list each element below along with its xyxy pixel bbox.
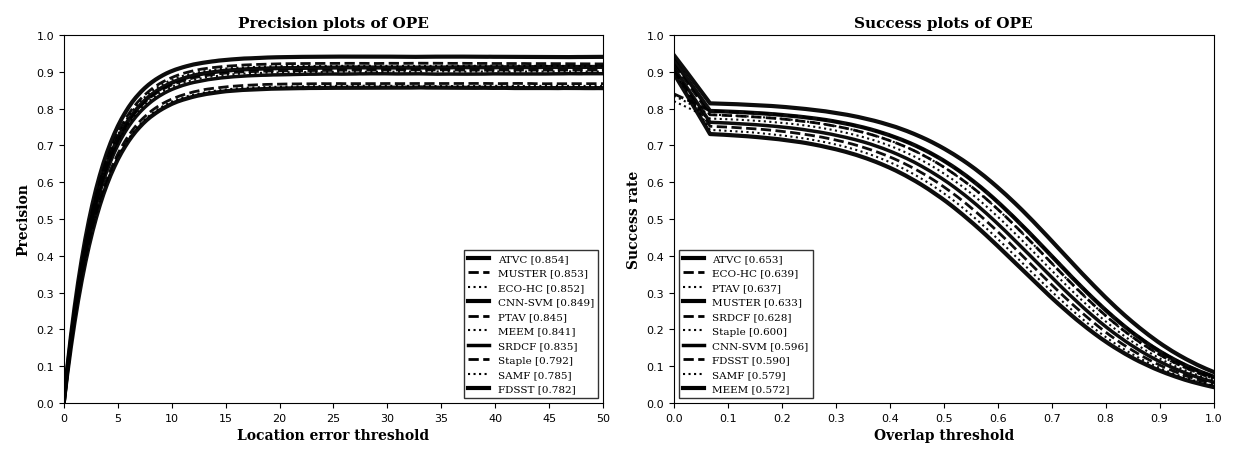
Title: Success plots of OPE: Success plots of OPE <box>855 17 1033 31</box>
Legend: ATVC [0.653], ECO-HC [0.639], PTAV [0.637], MUSTER [0.633], SRDCF [0.628], Stapl: ATVC [0.653], ECO-HC [0.639], PTAV [0.63… <box>679 250 813 398</box>
X-axis label: Location error threshold: Location error threshold <box>238 428 430 442</box>
Y-axis label: Precision: Precision <box>16 183 31 256</box>
Title: Precision plots of OPE: Precision plots of OPE <box>238 17 429 31</box>
Legend: ATVC [0.854], MUSTER [0.853], ECO-HC [0.852], CNN-SVM [0.849], PTAV [0.845], MEE: ATVC [0.854], MUSTER [0.853], ECO-HC [0.… <box>465 250 598 398</box>
X-axis label: Overlap threshold: Overlap threshold <box>873 428 1014 442</box>
Y-axis label: Success rate: Success rate <box>627 171 641 269</box>
